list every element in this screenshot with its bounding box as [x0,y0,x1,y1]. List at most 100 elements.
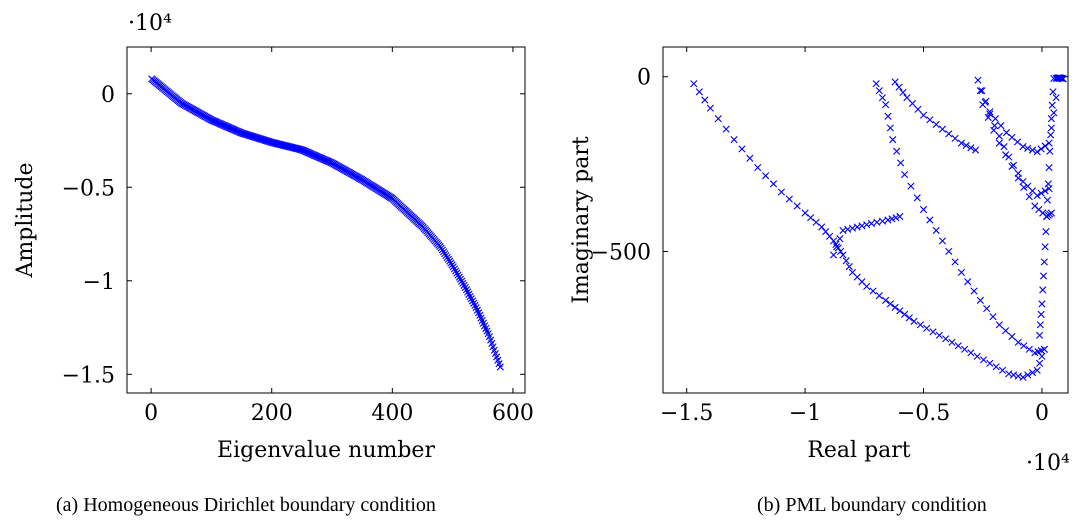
data-point-eigenvalue [845,263,853,271]
data-point-eigenvalue [929,328,937,336]
data-point-eigenvalue [1014,372,1022,380]
data-point-amplitude [453,269,461,277]
data-point-eigenvalue [1047,209,1056,217]
data-point-eigenvalue [832,240,840,249]
data-point-eigenvalue [974,76,982,84]
data-point-eigenvalue [962,141,970,150]
data-point-eigenvalue [1002,151,1010,159]
data-point-amplitude [450,265,459,273]
data-point-eigenvalue [738,145,746,153]
data-point-amplitude [468,297,477,305]
data-point-eigenvalue [891,303,899,311]
data-point-eigenvalue [873,218,881,226]
data-point-amplitude [465,290,473,298]
data-point-eigenvalue [923,324,931,332]
data-point-eigenvalue [990,126,998,134]
data-point-eigenvalue [1025,345,1033,353]
data-point-eigenvalue [986,108,994,116]
data-point-amplitude [459,279,467,287]
data-point-eigenvalue [951,258,959,266]
data-point-eigenvalue [884,112,892,120]
x-ticks-right: −1.5 −1 −0.5 0 [660,47,1049,426]
data-point-eigenvalue [1002,129,1011,137]
data-point-eigenvalue [1040,345,1048,353]
data-point-eigenvalue [889,136,897,144]
data-point-amplitude [466,292,474,301]
data-point-eigenvalue [919,205,928,214]
data-point-eigenvalue [896,212,904,221]
data-point-eigenvalue [926,116,934,124]
panel1-ytick-label: −500 [591,240,651,265]
data-point-eigenvalue [882,296,890,304]
data-point-amplitude [297,146,305,154]
data-point-eigenvalue [690,80,698,88]
data-point-eigenvalue [983,304,991,313]
data-point-eigenvalue [1041,243,1049,251]
data-point-amplitude [471,301,479,310]
data-point-eigenvalue [1037,189,1045,197]
data-point-eigenvalue [875,292,883,300]
y-ticks-left: 0 −0.5 −1 −1.5 [62,83,525,388]
data-point-eigenvalue [878,94,887,102]
panel1-xtick-label: −1 [789,401,821,426]
data-point-eigenvalue [1047,115,1056,123]
x-axis-label-left: Eigenvalue number [217,438,435,463]
panel1-ytick-label: 0 [637,66,651,91]
data-point-eigenvalue [1052,94,1060,102]
data-point-eigenvalue [893,147,901,155]
data-point-eigenvalue [1043,196,1052,204]
data-point-eigenvalue [839,251,847,259]
data-point-eigenvalue [945,247,953,256]
data-point-eigenvalue [730,136,738,144]
data-point-eigenvalue [896,307,904,315]
data-point-eigenvalue [916,321,924,329]
panel0-xtick-label: 0 [144,401,158,426]
data-point-eigenvalue [960,345,969,353]
data-point-amplitude [462,286,471,294]
data-point-eigenvalue [891,78,899,86]
data-point-eigenvalue [938,125,947,133]
data-point-eigenvalue [1035,331,1044,339]
data-point-eigenvalue [932,226,940,235]
data-point-eigenvalue [853,223,861,231]
data-point-amplitude [460,281,468,289]
panel0-ytick-label: −1 [83,270,115,295]
chart-eigenvalues-complex: −1.5 −1 −0.5 0 0 −500 Real part ·10⁴ Imagina… [569,46,1070,476]
data-point-eigenvalue [1005,153,1013,161]
data-point-eigenvalue [1037,310,1045,318]
data-point-eigenvalue [995,321,1003,329]
data-point-eigenvalue [967,144,975,152]
data-point-eigenvalue [1024,144,1032,152]
data-point-eigenvalue [888,215,896,223]
data-point-eigenvalue [1039,272,1048,280]
x-ticks-left: 0 200 400 600 [144,47,534,426]
data-point-eigenvalue [989,313,997,321]
caption-left: (a) Homogeneous Dirichlet boundary condi… [56,494,436,516]
data-point-eigenvalue [875,87,883,95]
data-point-eigenvalue [754,163,762,172]
caption-right: (b) PML boundary condition [757,494,987,516]
data-point-eigenvalue [932,120,940,129]
data-point-eigenvalue [884,216,892,224]
data-point-eigenvalue [935,331,943,339]
data-point-eigenvalue [984,113,992,122]
data-point-eigenvalue [812,218,820,226]
series-points-right [690,74,1067,381]
data-point-eigenvalue [836,235,844,243]
data-point-eigenvalue [1043,212,1051,221]
data-point-eigenvalue [1037,145,1045,153]
data-point-eigenvalue [1008,332,1016,341]
data-point-amplitude [455,273,463,281]
data-point-eigenvalue [807,214,815,222]
data-point-eigenvalue [967,349,975,357]
data-point-eigenvalue [695,88,703,96]
data-point-eigenvalue [886,124,894,132]
data-point-eigenvalue [957,139,966,147]
data-point-eigenvalue [976,87,984,95]
plot-frame-right [662,46,1069,394]
data-point-eigenvalue [844,225,852,233]
data-point-eigenvalue [1036,321,1044,329]
data-point-eigenvalue [1047,131,1055,139]
y-ticks-right: 0 −500 [591,66,1068,265]
